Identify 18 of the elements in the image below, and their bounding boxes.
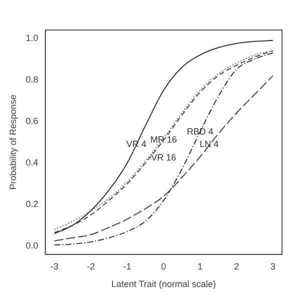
y-tick-label: 0.6 — [26, 116, 38, 126]
y-tick-label: 0.8 — [26, 74, 38, 84]
y-tick-label: 0.4 — [26, 157, 38, 168]
x-tick-label: 1 — [198, 261, 203, 272]
y-tick-label: 0.0 — [26, 240, 38, 251]
x-tick-label: 0 — [161, 261, 166, 272]
x-tick-label: -3 — [50, 261, 58, 272]
annotation: VR 16 — [151, 152, 176, 163]
x-tick-label: -2 — [86, 261, 95, 272]
x-tick-label: 2 — [234, 261, 239, 272]
x-tick-label: -1 — [123, 261, 132, 272]
y-axis-title: Probability of Response — [8, 94, 18, 190]
annotation: LN 4 — [200, 138, 219, 149]
x-axis-title: Latent Trait (normal scale) — [111, 279, 216, 290]
y-tick-label: 0.2 — [26, 199, 38, 210]
annotation: MR 16 — [150, 134, 177, 145]
x-tick-label: 3 — [270, 261, 276, 272]
y-tick-label: 1.0 — [26, 32, 38, 43]
